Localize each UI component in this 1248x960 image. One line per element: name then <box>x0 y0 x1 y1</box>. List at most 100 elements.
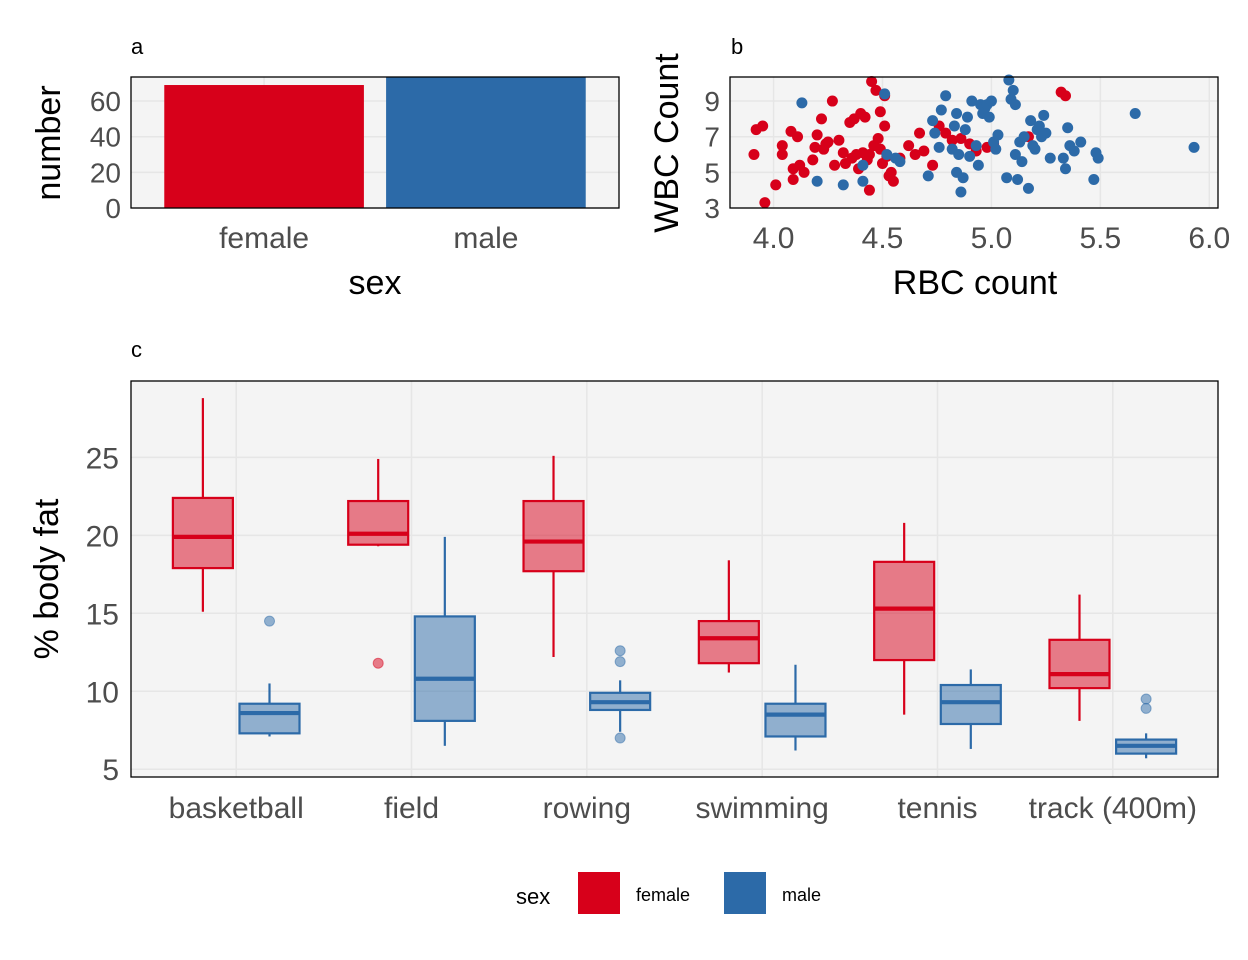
outlier-point <box>614 732 626 744</box>
y-tick-label: 3 <box>704 193 720 224</box>
point-female <box>1060 90 1071 102</box>
point-male <box>1033 120 1045 132</box>
point-female <box>859 111 871 123</box>
outlier-point <box>372 657 384 669</box>
x-tick-label: swimming <box>695 792 828 825</box>
point-male <box>1038 109 1050 121</box>
y-tick-label: 60 <box>90 86 121 117</box>
legend: sex female male <box>516 872 821 914</box>
box-iqr <box>171 496 234 570</box>
point-female <box>903 140 915 152</box>
x-tick-label: female <box>219 222 309 255</box>
point-female <box>748 149 760 161</box>
point-female <box>787 173 799 185</box>
point-male <box>953 149 965 161</box>
point-male <box>857 175 869 187</box>
box-male-tennis <box>939 669 1002 749</box>
box-male-rowing <box>589 645 652 744</box>
point-male <box>1188 141 1200 153</box>
point-male <box>933 141 945 153</box>
outlier-point <box>1140 702 1152 714</box>
panel-b-label: b <box>731 34 743 59</box>
legend-label-female: female <box>636 885 690 905</box>
x-tick-label: basketball <box>169 792 304 825</box>
point-male <box>1025 115 1037 127</box>
point-female <box>863 149 875 161</box>
x-tick-label: rowing <box>543 792 631 825</box>
panel-a-border <box>130 76 620 209</box>
legend-key-male <box>724 872 766 914</box>
box-male-basketball <box>238 615 301 737</box>
x-tick-label: 5.0 <box>971 222 1013 255</box>
box-iqr <box>697 619 760 665</box>
bar-male <box>386 77 586 208</box>
box-iqr <box>238 702 301 735</box>
point-female <box>885 166 897 178</box>
point-female <box>833 134 845 146</box>
legend-title: sex <box>516 884 550 909</box>
panel-b-border <box>729 76 1219 209</box>
box-female-rowing <box>522 455 585 657</box>
point-female <box>816 113 827 125</box>
point-male <box>1003 74 1015 86</box>
point-male <box>879 88 891 100</box>
outlier-point <box>1140 693 1152 705</box>
point-female <box>874 106 886 118</box>
box-female-tennis <box>873 522 936 715</box>
point-female <box>879 120 891 132</box>
box-male-swimming <box>764 664 827 751</box>
y-tick-label: 25 <box>86 442 119 475</box>
point-male <box>1001 172 1013 184</box>
point-female <box>776 140 788 152</box>
y-tick-label: 7 <box>704 122 720 153</box>
box-female-basketball <box>171 398 234 612</box>
point-female <box>770 179 782 191</box>
point-female <box>807 154 819 166</box>
point-male <box>957 172 969 184</box>
point-male <box>964 150 976 162</box>
point-female <box>870 84 882 96</box>
point-male <box>837 179 849 191</box>
point-male <box>935 104 947 116</box>
panel-b-y-title: WBC Count <box>648 53 686 233</box>
box-iqr <box>939 683 1002 726</box>
point-female <box>792 131 804 143</box>
panel-c-background <box>131 381 1218 777</box>
y-tick-label: 40 <box>90 122 121 153</box>
point-female <box>822 136 834 148</box>
point-male <box>1057 152 1069 164</box>
y-tick-label: 10 <box>86 676 119 709</box>
point-female <box>872 132 884 144</box>
x-tick-label: 4.5 <box>862 222 904 255</box>
panel-c-y-title: % body fat <box>28 498 66 659</box>
point-male <box>881 149 893 161</box>
point-female <box>887 175 899 187</box>
point-male <box>959 124 971 136</box>
point-male <box>1088 173 1100 185</box>
point-male <box>1022 182 1034 194</box>
box-iqr <box>1048 638 1111 690</box>
outlier-point <box>264 615 276 627</box>
point-male <box>955 186 967 198</box>
panel-a-x-title: sex <box>349 264 402 302</box>
point-male <box>894 156 906 168</box>
y-tick-label: 15 <box>86 598 119 631</box>
point-male <box>1075 136 1087 148</box>
x-tick-label: field <box>384 792 439 825</box>
point-male <box>1029 143 1041 155</box>
panel-c-border <box>130 380 1219 778</box>
y-tick-label: 20 <box>86 520 119 553</box>
point-female <box>776 149 788 161</box>
point-female <box>955 132 967 144</box>
point-female <box>809 141 821 153</box>
panel-c: c 5 10 15 20 25 basketball field rowing swimmin… <box>28 337 1219 825</box>
point-male <box>927 115 939 127</box>
point-male <box>961 111 973 123</box>
outlier-point <box>614 645 626 657</box>
box-iqr <box>413 615 476 722</box>
y-tick-label: 5 <box>102 754 119 787</box>
x-tick-label: track (400m) <box>1029 792 1197 825</box>
y-tick-label: 9 <box>704 86 720 117</box>
panel-a-y-title: number <box>30 85 68 200</box>
box-male-track-400m- <box>1115 693 1178 759</box>
